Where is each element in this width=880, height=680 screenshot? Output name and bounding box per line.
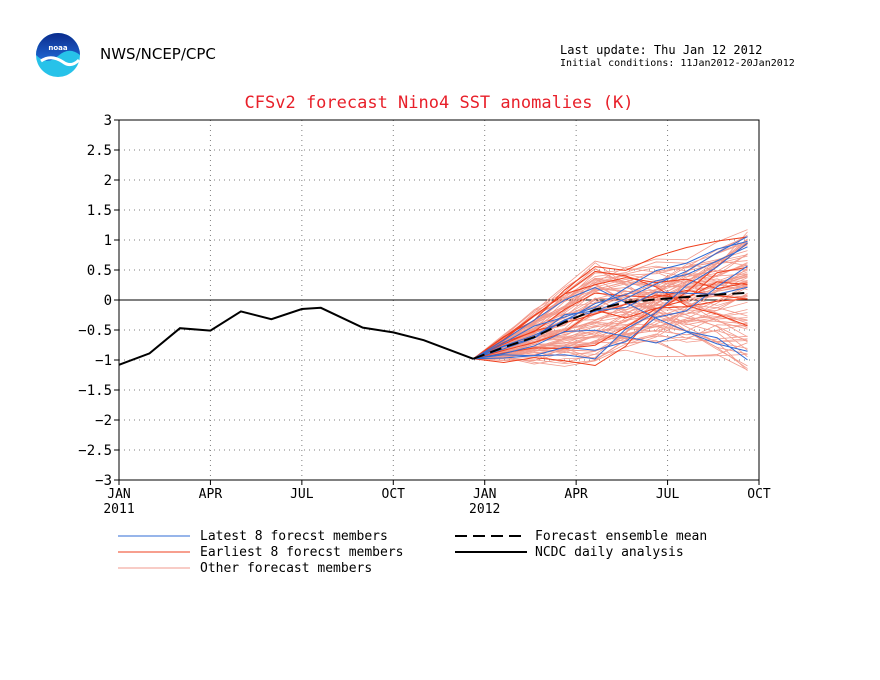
- latest-member-line: [472, 287, 748, 361]
- y-tick-label: −0.5: [78, 323, 112, 339]
- latest-member-line: [472, 240, 748, 360]
- y-tick-label: 1: [104, 233, 112, 249]
- y-tick-label: −1.5: [78, 383, 112, 399]
- legend-label-earliest: Earliest 8 forecst members: [200, 545, 404, 560]
- earliest-member-line: [472, 270, 748, 360]
- latest-member-line: [473, 242, 748, 360]
- latest-member-line: [473, 329, 748, 360]
- x-tick-label: OCT: [747, 487, 771, 502]
- earliest-member-line: [472, 236, 748, 360]
- earliest-member-line: [473, 242, 748, 367]
- earliest-member-line: [473, 298, 748, 360]
- other-member-line: [473, 250, 748, 360]
- axes-group: 32.521.510.50−0.5−1−1.5−2−2.5−3JAN2011AP…: [78, 113, 771, 517]
- x-tick-label: JAN: [107, 487, 130, 502]
- earliest-member-line: [473, 266, 748, 360]
- earliest-member-line: [472, 277, 748, 360]
- logo-text: noaa: [48, 44, 68, 52]
- x-tick-label: JUL: [656, 487, 680, 502]
- other-member-line: [473, 285, 748, 360]
- y-tick-label: 1.5: [87, 203, 112, 219]
- update-info: Last update: Thu Jan 12 2012 Initial con…: [560, 44, 795, 70]
- x-tick-year-label: 2011: [103, 502, 134, 517]
- other-member-line: [473, 259, 748, 360]
- y-tick-label: −2: [95, 413, 112, 429]
- legend-label-latest: Latest 8 forecst members: [200, 529, 388, 544]
- y-tick-label: −1: [95, 353, 112, 369]
- legend-label-mean: Forecast ensemble mean: [535, 529, 707, 544]
- main-lines-group: [118, 291, 748, 366]
- other-member-line: [473, 273, 748, 360]
- latest-member-line: [473, 286, 748, 360]
- organization-label: NWS/NCEP/CPC: [100, 45, 216, 63]
- y-tick-label: 2: [104, 173, 112, 189]
- y-tick-label: 0: [104, 293, 112, 309]
- x-tick-label: APR: [199, 487, 223, 502]
- other-member-line: [473, 239, 748, 360]
- last-update-text: Last update: Thu Jan 12 2012: [560, 43, 763, 57]
- x-tick-year-label: 2012: [469, 502, 500, 517]
- latest-member-line: [473, 265, 748, 360]
- y-tick-label: −3: [95, 473, 112, 489]
- x-tick-label: JAN: [473, 487, 496, 502]
- other-member-line: [473, 229, 748, 360]
- other-member-line: [473, 301, 748, 360]
- mean-series-line: [472, 291, 748, 360]
- latest-member-line: [473, 246, 748, 360]
- initial-conditions-text: Initial conditions: 11Jan2012-20Jan2012: [560, 58, 795, 69]
- y-tick-label: −2.5: [78, 443, 112, 459]
- y-tick-label: 2.5: [87, 143, 112, 159]
- latest-members-group: [472, 236, 748, 361]
- analysis-series-line: [118, 306, 474, 366]
- x-tick-label: APR: [564, 487, 588, 502]
- chart-title: CFSv2 forecast Nino4 SST anomalies (K): [245, 93, 634, 113]
- noaa-logo: noaa: [36, 33, 81, 77]
- legend-label-analysis: NCDC daily analysis: [535, 545, 684, 560]
- x-tick-label: JUL: [290, 487, 314, 502]
- y-tick-label: 3: [104, 113, 112, 129]
- grid-lines: [119, 120, 759, 480]
- x-tick-label: OCT: [382, 487, 406, 502]
- legend-label-other: Other forecast members: [200, 561, 372, 576]
- other-member-line: [473, 283, 748, 360]
- other-member-line: [473, 276, 748, 360]
- y-tick-label: 0.5: [87, 263, 112, 279]
